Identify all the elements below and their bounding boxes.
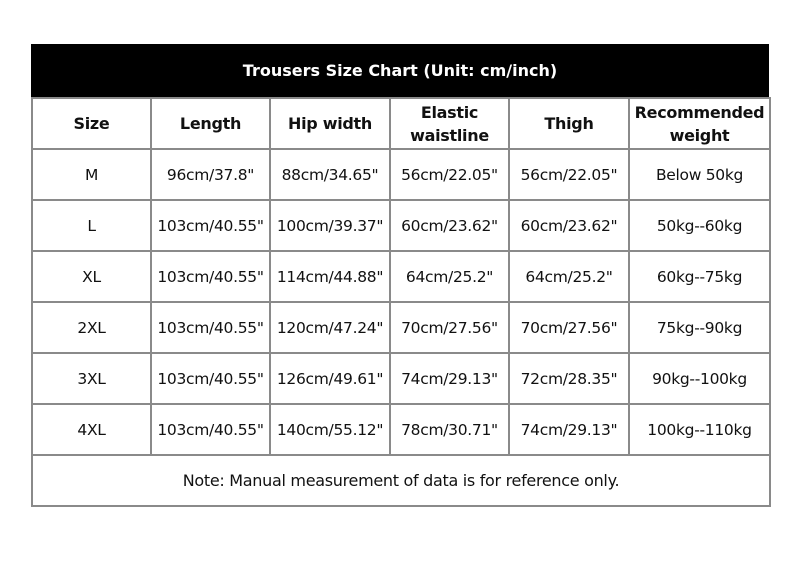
table-cell: 103cm/40.55"	[150, 199, 271, 252]
table-cell: 100kg--110kg	[628, 403, 771, 456]
table-cell: 88cm/34.65"	[269, 148, 391, 201]
header-row: Size Length Hip width Elastic waistline Thig…	[31, 97, 771, 150]
table-cell: 103cm/40.55"	[150, 403, 271, 456]
table-row: L 103cm/40.55" 100cm/39.37" 60cm/23.62" 60cm…	[31, 199, 771, 252]
table-row: XL 103cm/40.55" 114cm/44.88" 64cm/25.2" 64cm…	[31, 250, 771, 303]
column-header: Elastic waistline	[389, 97, 510, 150]
table-row: 3XL 103cm/40.55" 126cm/49.61" 74cm/29.13" 72…	[31, 352, 771, 405]
table-cell: 90kg--100kg	[628, 352, 771, 405]
table-cell: 50kg--60kg	[628, 199, 771, 252]
table-cell: 74cm/29.13"	[508, 403, 630, 456]
size-cell: 4XL	[31, 403, 152, 456]
table-cell: 60kg--75kg	[628, 250, 771, 303]
table-cell: 100cm/39.37"	[269, 199, 391, 252]
size-cell: M	[31, 148, 152, 201]
chart-title: Trousers Size Chart (Unit: cm/inch)	[31, 44, 769, 97]
table-cell: 70cm/27.56"	[389, 301, 510, 354]
table-cell: 56cm/22.05"	[508, 148, 630, 201]
table-cell: 103cm/40.55"	[150, 352, 271, 405]
table-cell: 78cm/30.71"	[389, 403, 510, 456]
column-header: Thigh	[508, 97, 630, 150]
note-row: Note: Manual measurement of data is for …	[31, 454, 771, 507]
size-cell: XL	[31, 250, 152, 303]
table-cell: 74cm/29.13"	[389, 352, 510, 405]
table-row: 4XL 103cm/40.55" 140cm/55.12" 78cm/30.71" 74…	[31, 403, 771, 456]
size-chart: Trousers Size Chart (Unit: cm/inch) Size…	[31, 44, 771, 507]
note: Note: Manual measurement of data is for …	[31, 454, 771, 507]
table-cell: 56cm/22.05"	[389, 148, 510, 201]
size-table: Size Length Hip width Elastic waistline Thig…	[31, 97, 771, 507]
column-header: Hip width	[269, 97, 391, 150]
table-cell: 60cm/23.62"	[389, 199, 510, 252]
table-cell: 103cm/40.55"	[150, 250, 271, 303]
size-cell: 3XL	[31, 352, 152, 405]
table-cell: 120cm/47.24"	[269, 301, 391, 354]
table-cell: 75kg--90kg	[628, 301, 771, 354]
table-row: M 96cm/37.8" 88cm/34.65" 56cm/22.05" 56cm/22…	[31, 148, 771, 201]
table-cell: 103cm/40.55"	[150, 301, 271, 354]
size-cell: L	[31, 199, 152, 252]
table-cell: 72cm/28.35"	[508, 352, 630, 405]
table-cell: 60cm/23.62"	[508, 199, 630, 252]
table-cell: 64cm/25.2"	[389, 250, 510, 303]
table-cell: 96cm/37.8"	[150, 148, 271, 201]
table-row: 2XL 103cm/40.55" 120cm/47.24" 70cm/27.56" 70…	[31, 301, 771, 354]
table-cell: 126cm/49.61"	[269, 352, 391, 405]
column-header: Length	[150, 97, 271, 150]
size-cell: 2XL	[31, 301, 152, 354]
table-cell: Below 50kg	[628, 148, 771, 201]
column-header: Size	[31, 97, 152, 150]
table-cell: 70cm/27.56"	[508, 301, 630, 354]
column-header: Recommended weight	[628, 97, 771, 150]
table-cell: 140cm/55.12"	[269, 403, 391, 456]
table-cell: 64cm/25.2"	[508, 250, 630, 303]
table-cell: 114cm/44.88"	[269, 250, 391, 303]
